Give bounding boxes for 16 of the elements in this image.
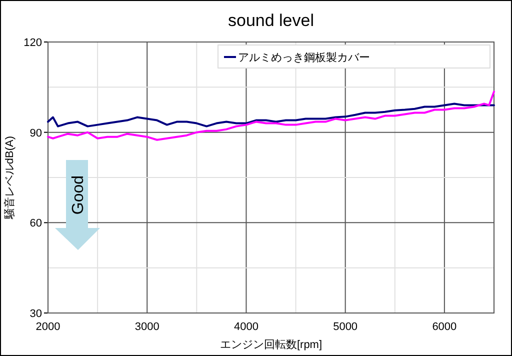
y-tick-label: 90 (30, 127, 42, 140)
y-tick-label: 30 (30, 308, 42, 320)
x-tick-label: 4000 (234, 321, 258, 333)
x-tick-label: 3000 (134, 321, 160, 333)
x-axis-title: エンジン回転数[rpm] (220, 339, 322, 351)
x-tick-label: 2000 (36, 321, 60, 333)
line-series (47, 90, 495, 141)
y-axis-title: 騒音レベルdB(A) (3, 136, 16, 220)
y-tick-label: 120 (24, 37, 42, 49)
line-series (47, 102, 495, 128)
x-tick-label: 6000 (432, 321, 457, 333)
legend-label: アルミめっき鋼板製カバー (238, 51, 370, 64)
chart-title: sound level (228, 11, 314, 30)
x-tick-label: 5000 (333, 321, 358, 333)
y-tick-label: 60 (30, 218, 42, 230)
annotation: Good (70, 175, 87, 215)
